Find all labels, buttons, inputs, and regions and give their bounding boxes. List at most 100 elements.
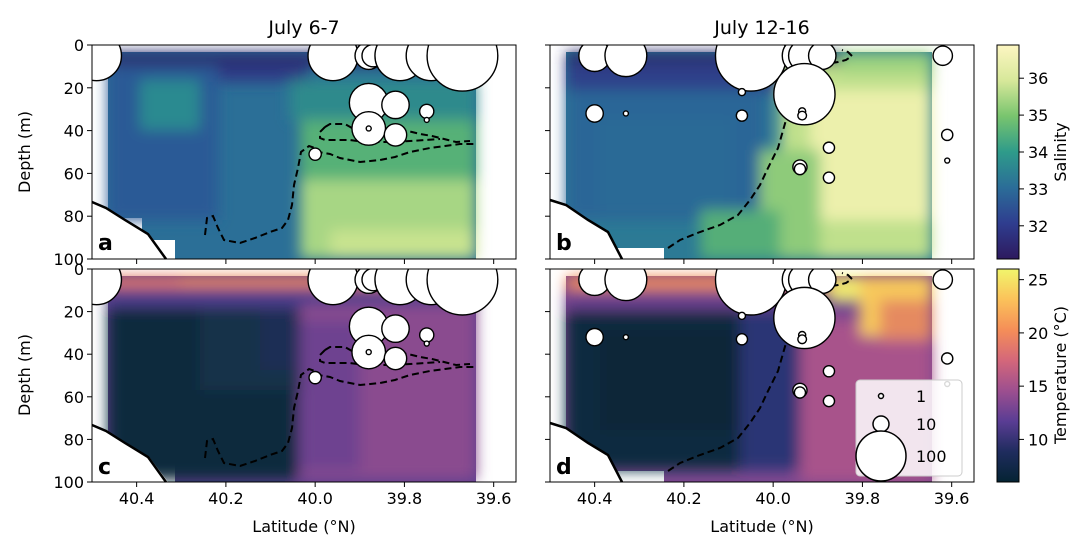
colorbar-tick-label: 10 [1028, 430, 1048, 449]
y-axis-bottom-left: 0 20 40 60 80 100 [53, 260, 92, 492]
y-tick-label: 40 [64, 122, 84, 141]
y-tick-label: 40 [64, 345, 84, 364]
y-tick-label: 0 [74, 260, 84, 279]
x-axis-ticks: 40.4 40.2 40.0 39.8 39.6 40.4 40.2 40.0 39.8 39.6 [119, 259, 970, 508]
x-tick-label: 39.8 [845, 489, 881, 508]
sample-bubble [423, 340, 430, 347]
sample-bubble [793, 162, 807, 176]
x-tick-label: 39.6 [476, 489, 512, 508]
bubbles-b [578, 45, 954, 184]
y-axis-label-top: Depth (m) [15, 111, 34, 193]
legend-marker-100 [855, 430, 907, 482]
x-tick-label: 39.8 [387, 489, 423, 508]
colorbar-salinity-ticks: 32 33 34 35 36 [1019, 69, 1048, 236]
y-tick-label: 80 [64, 430, 84, 449]
colorbar-tick-label: 32 [1028, 217, 1048, 236]
seafloor-line-d [549, 421, 624, 483]
sample-bubble [92, 45, 123, 82]
x-tick-label: 40.0 [755, 489, 791, 508]
legend-marker-1 [877, 392, 885, 400]
sample-bubble [735, 109, 749, 122]
y-tick-label: 60 [64, 388, 84, 407]
x-axis-label-right: Latitude (°N) [710, 517, 813, 536]
seafloor-line-a [91, 200, 168, 260]
seafloor-line-b [549, 198, 624, 260]
sample-bubble [773, 62, 836, 126]
sample-bubble [940, 128, 954, 142]
panel-letter-a: a [98, 231, 113, 256]
colorbar-temperature-ticks: 10 15 20 25 [1019, 271, 1048, 449]
sample-bubble [365, 348, 372, 356]
col-title-left: July 6-7 [267, 17, 339, 39]
y-axis-top-left: 0 20 40 60 80 100 [53, 36, 92, 269]
colorbar-tick-label: 25 [1028, 271, 1048, 290]
panel-letter-b: b [556, 231, 572, 256]
colorbar-tick-label: 35 [1028, 106, 1048, 125]
bubbles-c [92, 269, 499, 385]
panel-c: c [91, 268, 517, 483]
sample-bubble [932, 269, 954, 291]
sample-bubble [773, 286, 836, 350]
sample-bubble [822, 141, 836, 155]
sample-bubble [383, 122, 408, 147]
seafloor-line-c [91, 423, 168, 483]
y-axis-label-bottom: Depth (m) [15, 334, 34, 416]
colorbar-temperature-label: Temperature (°C) [1051, 306, 1070, 445]
colorbar-tick-label: 33 [1028, 180, 1048, 199]
sample-bubble [797, 110, 808, 121]
sample-bubble [308, 370, 322, 385]
sample-bubble [381, 90, 410, 120]
sample-bubble [822, 394, 836, 408]
sample-bubble [797, 334, 808, 345]
sample-bubble [737, 87, 747, 97]
sample-bubble [604, 269, 648, 302]
panel-letter-c: c [98, 455, 111, 480]
sample-bubble [822, 364, 836, 378]
sample-bubble [735, 332, 749, 346]
legend-label-100: 100 [916, 447, 947, 466]
front-contour-b [667, 49, 854, 249]
size-legend: 1 10 100 [855, 379, 963, 482]
colorbar-salinity: 32 33 34 35 36 Salinity [996, 44, 1070, 260]
front-contour-d [667, 272, 854, 472]
colorbar-tick-label: 36 [1028, 69, 1048, 88]
x-tick-label: 40.4 [119, 489, 155, 508]
col-title-right: July 12-16 [713, 17, 809, 39]
colorbar-tick-label: 15 [1028, 377, 1048, 396]
sample-bubble [585, 104, 604, 123]
sample-bubble [793, 386, 807, 399]
colorbar-tick-label: 20 [1028, 324, 1048, 343]
sample-bubble [932, 45, 954, 67]
legend-marker-10 [872, 415, 890, 433]
y-tick-label: 20 [64, 79, 84, 98]
sample-bubble [92, 269, 123, 306]
sample-bubble [308, 147, 322, 161]
sample-bubble [585, 327, 604, 347]
panel-d: 1 10 100 d [549, 268, 975, 483]
y-tick-label: 80 [64, 207, 84, 226]
x-tick-label: 40.2 [666, 489, 702, 508]
sample-bubble [622, 333, 630, 341]
sample-bubble [604, 45, 648, 78]
sample-bubble [381, 314, 410, 344]
x-axis-label-left: Latitude (°N) [252, 517, 355, 536]
panel-b: b [549, 44, 975, 260]
sample-bubble [737, 311, 747, 321]
bubbles-d [578, 269, 954, 408]
sample-bubble [622, 110, 630, 117]
colorbar-tick-label: 34 [1028, 143, 1048, 162]
sample-bubble [426, 45, 499, 92]
x-tick-label: 40.2 [208, 489, 244, 508]
y-ticks-right-panels [545, 44, 550, 483]
sample-bubble [944, 157, 951, 164]
legend-label-1: 1 [916, 387, 926, 406]
sample-bubble [426, 269, 499, 316]
panel-a: a [91, 44, 517, 260]
colorbar-salinity-label: Salinity [1051, 122, 1070, 181]
y-tick-label: 20 [64, 303, 84, 322]
salinity-field-a [108, 52, 476, 259]
y-tick-label: 0 [74, 36, 84, 55]
bubbles-a [92, 45, 499, 161]
sample-bubble [940, 352, 954, 365]
x-tick-label: 39.6 [934, 489, 970, 508]
